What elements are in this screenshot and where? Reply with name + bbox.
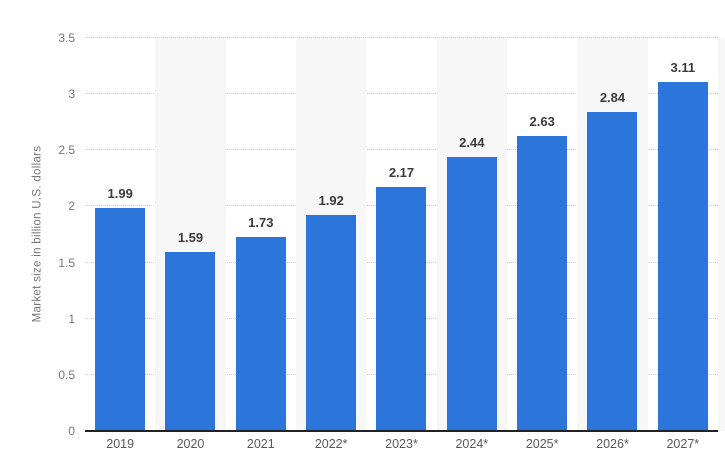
x-label-2025*: 2025* xyxy=(525,437,559,451)
y-tick-label-3.5: 3.5 xyxy=(58,31,75,45)
column-2023*: 2.17 xyxy=(366,38,436,431)
gridline-3 xyxy=(85,93,718,95)
value-label-2019: 1.99 xyxy=(107,185,133,201)
y-tick-label-0.5: 0.5 xyxy=(58,367,75,382)
column-2020: 1.59 xyxy=(155,38,226,431)
x-axis-line xyxy=(85,430,718,432)
x-label-2022*: 2022* xyxy=(314,437,348,451)
bar-2024*[interactable] xyxy=(446,157,497,431)
x-label-2026*: 2026* xyxy=(596,437,629,451)
x-label-2024*: 2024* xyxy=(455,437,489,451)
value-label-2026*: 2.84 xyxy=(599,90,626,106)
partial-stripe-right-edge xyxy=(718,38,725,431)
value-label-2020: 1.59 xyxy=(177,230,204,246)
column-2021: 1.73 xyxy=(226,38,296,431)
x-label-2020: 2020 xyxy=(176,437,205,451)
y-tick-label-1.5: 1.5 xyxy=(58,255,75,270)
column-2024*: 2.44 xyxy=(436,38,507,431)
y-tick-label-0: 0 xyxy=(68,424,75,438)
bar-2020[interactable] xyxy=(165,252,216,431)
gridline-2.5 xyxy=(85,149,718,151)
bar-2026*[interactable] xyxy=(587,112,638,431)
value-label-2025*: 2.63 xyxy=(529,113,555,129)
value-label-2021: 1.73 xyxy=(248,214,274,230)
column-2022*: 1.92 xyxy=(296,38,367,431)
value-label-2023*: 2.17 xyxy=(388,165,415,181)
value-label-2024*: 2.44 xyxy=(459,135,485,151)
column-2025*: 2.63 xyxy=(507,38,577,431)
value-label-2027*: 3.11 xyxy=(670,59,696,75)
bar-2027*[interactable] xyxy=(657,81,708,431)
bar-2021[interactable] xyxy=(235,236,286,431)
x-label-2021: 2021 xyxy=(246,437,275,451)
bar-2025*[interactable] xyxy=(517,135,568,431)
column-2019: 1.99 xyxy=(85,38,155,431)
gridline-3.5 xyxy=(85,37,718,38)
column-2026*: 2.84 xyxy=(577,38,648,431)
x-label-2019: 2019 xyxy=(106,437,135,451)
plot-area: 1.99 1.59 1.73 1.92 2.17 2.44 2.63 2.84 3.11 xyxy=(85,37,718,431)
x-label-2023*: 2023* xyxy=(385,437,418,451)
y-axis-tick-labels: 0 0.5 1 1.5 2 2.5 3 3.5 xyxy=(0,31,75,438)
y-tick-label-1: 1 xyxy=(68,311,75,326)
x-label-2027*: 2027* xyxy=(666,437,700,451)
bar-2019[interactable] xyxy=(95,207,146,431)
value-label-2022*: 1.92 xyxy=(318,193,344,209)
x-axis-category-labels: 2019 2020 2021 2022* 2023* 2024* 2025* 2026* 202… xyxy=(85,437,718,455)
bar-2023*[interactable] xyxy=(376,187,427,431)
column-2027*: 3.11 xyxy=(648,38,718,431)
y-tick-label-2.5: 2.5 xyxy=(58,143,75,158)
y-tick-label-2: 2 xyxy=(68,199,75,214)
bar-2022*[interactable] xyxy=(306,215,357,431)
y-tick-label-3: 3 xyxy=(68,87,75,102)
